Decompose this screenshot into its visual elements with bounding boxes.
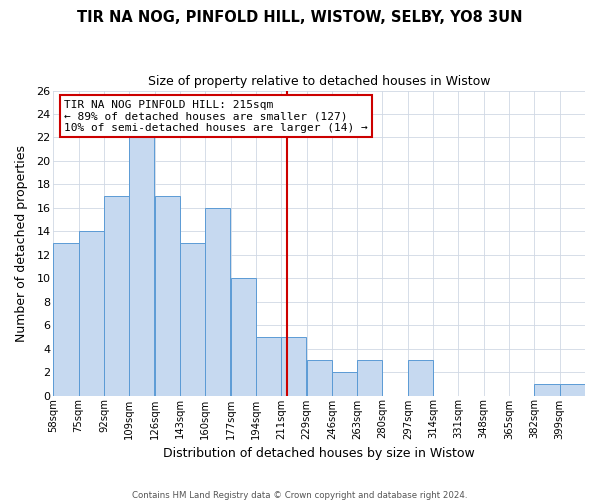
Bar [155,196,180,396]
Bar [130,138,154,396]
Bar [53,243,79,396]
Bar [332,372,357,396]
Text: TIR NA NOG PINFOLD HILL: 215sqm
← 89% of detached houses are smaller (127)
10% o: TIR NA NOG PINFOLD HILL: 215sqm ← 89% of… [64,100,368,133]
Bar [307,360,332,396]
Bar [256,337,281,396]
Bar [408,360,433,396]
Title: Size of property relative to detached houses in Wistow: Size of property relative to detached ho… [148,75,490,88]
Bar [104,196,129,396]
Bar [205,208,230,396]
Bar [281,337,307,396]
Bar [79,232,104,396]
Bar [535,384,560,396]
Y-axis label: Number of detached properties: Number of detached properties [15,144,28,342]
Bar [560,384,585,396]
Text: TIR NA NOG, PINFOLD HILL, WISTOW, SELBY, YO8 3UN: TIR NA NOG, PINFOLD HILL, WISTOW, SELBY,… [77,10,523,25]
X-axis label: Distribution of detached houses by size in Wistow: Distribution of detached houses by size … [163,447,475,460]
Bar [357,360,382,396]
Bar [231,278,256,396]
Text: Contains HM Land Registry data © Crown copyright and database right 2024.: Contains HM Land Registry data © Crown c… [132,490,468,500]
Bar [180,243,205,396]
